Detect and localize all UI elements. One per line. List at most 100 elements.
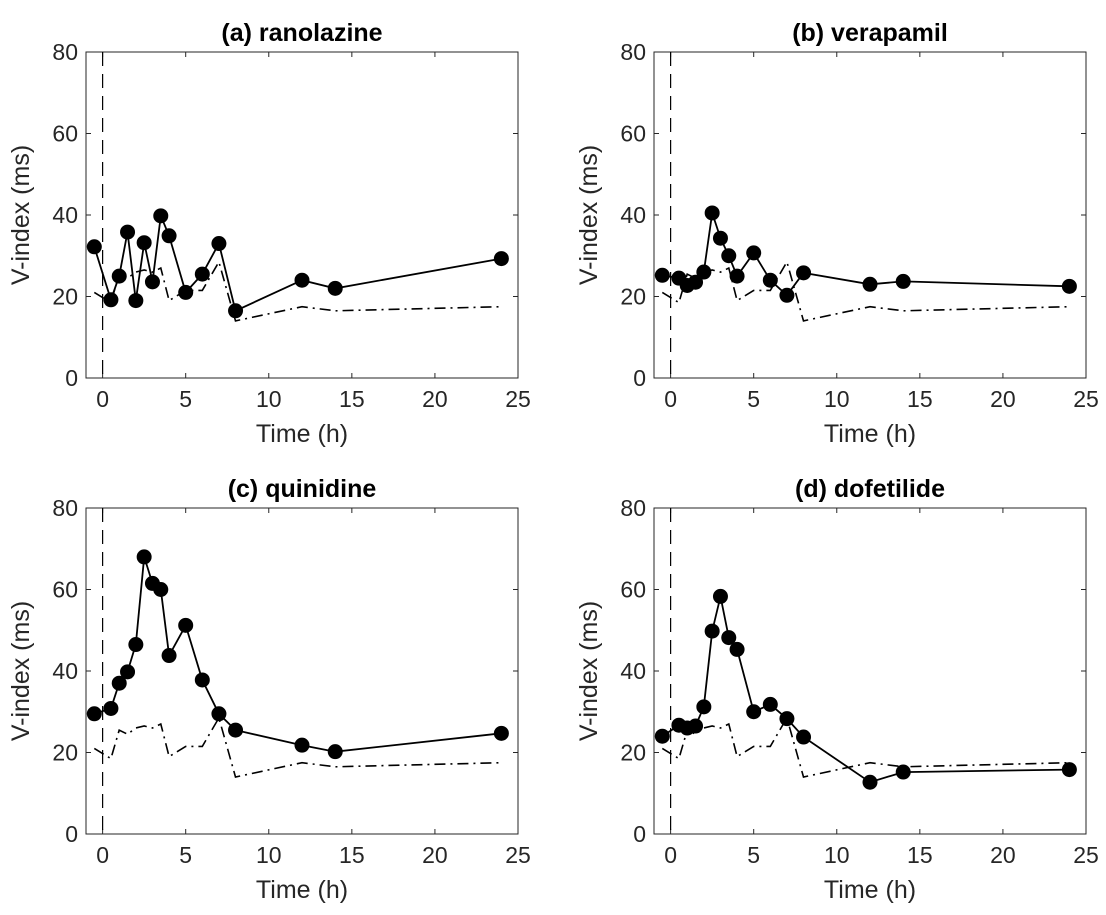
x-tick-label: 0 (96, 842, 109, 868)
series-0-point (327, 744, 343, 760)
y-tick-label: 40 (52, 658, 78, 684)
y-tick-label: 0 (65, 821, 78, 847)
x-tick-label: 25 (505, 842, 531, 868)
x-tick-label: 20 (990, 386, 1016, 412)
series-0-point (688, 718, 704, 734)
series-0-point (862, 276, 878, 292)
series-0-point (704, 205, 720, 221)
series-0-point (178, 617, 194, 633)
x-axis-label: Time (h) (256, 876, 348, 904)
chart-title: (d) dofetilide (795, 475, 945, 503)
y-tick-label: 20 (620, 740, 646, 766)
chart-panel-1: (b) verapamil 0 5 10 15 20 25 0 20 40 60 80 Time (h)… (575, 19, 1099, 448)
x-tick-label: 25 (1073, 842, 1099, 868)
series-0-point (86, 706, 102, 722)
series-0-point (654, 267, 670, 283)
x-axis-label: Time (h) (824, 876, 916, 904)
y-tick-label: 40 (620, 658, 646, 684)
series-0-point (862, 774, 878, 790)
series-0-point (493, 251, 509, 267)
series-0-point (796, 265, 812, 281)
x-tick-label: 25 (505, 386, 531, 412)
series-0-point (779, 711, 795, 727)
series-0-point (161, 228, 177, 244)
series-0-point (228, 722, 244, 738)
y-tick-label: 80 (620, 39, 646, 65)
y-tick-label: 80 (620, 495, 646, 521)
x-tick-label: 20 (990, 842, 1016, 868)
chart-panel-3: (d) dofetilide 0 5 10 15 20 25 0 20 40 60 80 Time (h… (575, 475, 1099, 904)
series-0-point (721, 630, 737, 646)
chart-title: (c) quinidine (228, 475, 377, 503)
series-0-point (696, 699, 712, 715)
series-0-point (729, 641, 745, 657)
y-axis-label: V-index (ms) (575, 601, 603, 741)
series-0-point (153, 208, 169, 224)
y-tick-label: 60 (620, 121, 646, 147)
series-0-point (144, 274, 160, 290)
y-tick-label: 0 (65, 365, 78, 391)
x-tick-label: 20 (422, 386, 448, 412)
y-tick-label: 40 (620, 202, 646, 228)
series-0-point (721, 248, 737, 264)
series-0-point (120, 224, 136, 240)
series-0-point (762, 696, 778, 712)
y-tick-label: 20 (52, 284, 78, 310)
x-tick-label: 0 (664, 842, 677, 868)
x-tick-label: 5 (747, 386, 760, 412)
series-0-point (103, 700, 119, 716)
x-tick-label: 10 (256, 386, 282, 412)
y-tick-label: 0 (633, 365, 646, 391)
series-0-point (729, 268, 745, 284)
series-0-point (1061, 278, 1077, 294)
y-tick-label: 60 (52, 121, 78, 147)
x-tick-label: 15 (339, 842, 365, 868)
series-0-point (86, 239, 102, 255)
y-tick-label: 20 (620, 284, 646, 310)
chart-panel-2: (c) quinidine 0 5 10 15 20 25 0 20 40 60 80 Time (h)… (7, 475, 531, 904)
series-0-point (712, 230, 728, 246)
x-axis-label: Time (h) (824, 420, 916, 448)
series-0-point (712, 588, 728, 604)
y-tick-label: 0 (633, 821, 646, 847)
series-0-point (895, 273, 911, 289)
x-tick-label: 5 (179, 386, 192, 412)
x-tick-label: 15 (907, 842, 933, 868)
series-0-point (161, 648, 177, 664)
series-0-point (294, 272, 310, 288)
series-0-point (128, 637, 144, 653)
series-0-point (688, 274, 704, 290)
y-axis-label: V-index (ms) (7, 145, 35, 285)
series-1-line (93, 259, 502, 322)
y-axis-label: V-index (ms) (7, 601, 35, 741)
series-0-point (779, 287, 795, 303)
series-0-point (493, 725, 509, 741)
series-0-point (746, 704, 762, 720)
x-tick-label: 10 (824, 842, 850, 868)
plot-frame (85, 51, 519, 379)
series-0-point (746, 245, 762, 261)
x-axis-label: Time (h) (256, 420, 348, 448)
series-0-point (796, 729, 812, 745)
series-1-line (93, 715, 502, 778)
y-tick-label: 80 (52, 495, 78, 521)
series-0-point (762, 272, 778, 288)
series-1-line (661, 715, 1070, 778)
x-tick-label: 5 (747, 842, 760, 868)
y-tick-label: 20 (52, 740, 78, 766)
series-0-point (294, 737, 310, 753)
series-0-point (178, 284, 194, 300)
x-tick-label: 0 (664, 386, 677, 412)
series-0-point (120, 664, 136, 680)
y-tick-label: 60 (52, 577, 78, 603)
series-0-point (696, 264, 712, 280)
series-0-line (93, 212, 502, 313)
x-tick-label: 10 (824, 386, 850, 412)
y-tick-label: 60 (620, 577, 646, 603)
x-tick-label: 25 (1073, 386, 1099, 412)
series-0-point (194, 672, 210, 688)
series-0-point (136, 235, 152, 251)
y-tick-label: 80 (52, 39, 78, 65)
series-0-line (661, 596, 1070, 784)
